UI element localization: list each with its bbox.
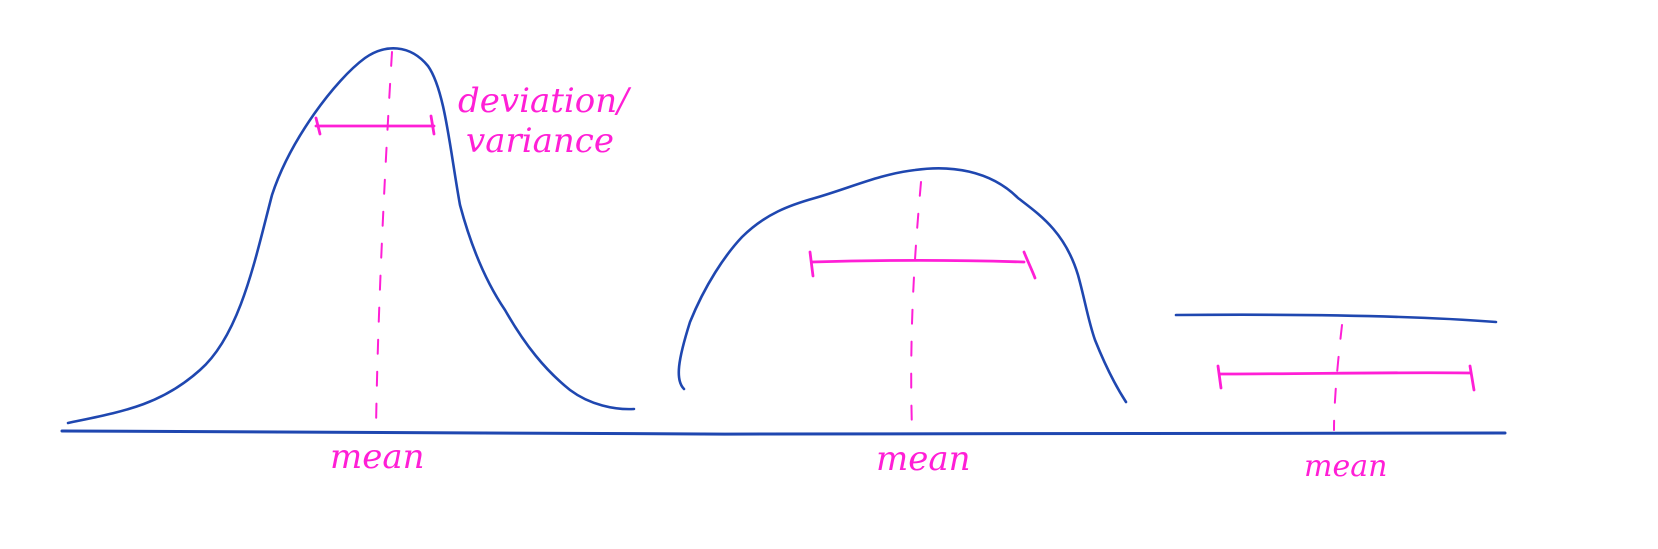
narrow-distribution-curve — [66, 47, 636, 425]
spread-bar-3 — [1216, 364, 1476, 392]
mean-line-3 — [1333, 324, 1343, 431]
mean-label-2: mean — [876, 439, 971, 479]
variance-label: variance — [466, 121, 614, 161]
mean-line-1 — [375, 51, 393, 429]
mean-label-3: mean — [1304, 449, 1387, 484]
mean-line-2 — [910, 181, 922, 431]
mean-label-1: mean — [330, 437, 425, 477]
baseline-axis — [60, 429, 1507, 436]
flat-distribution-line — [1174, 313, 1498, 324]
spread-bar-1 — [314, 114, 436, 136]
deviation-label: deviation/ — [458, 81, 632, 121]
spread-bar-2 — [808, 250, 1037, 280]
wide-distribution-curve — [677, 167, 1128, 404]
